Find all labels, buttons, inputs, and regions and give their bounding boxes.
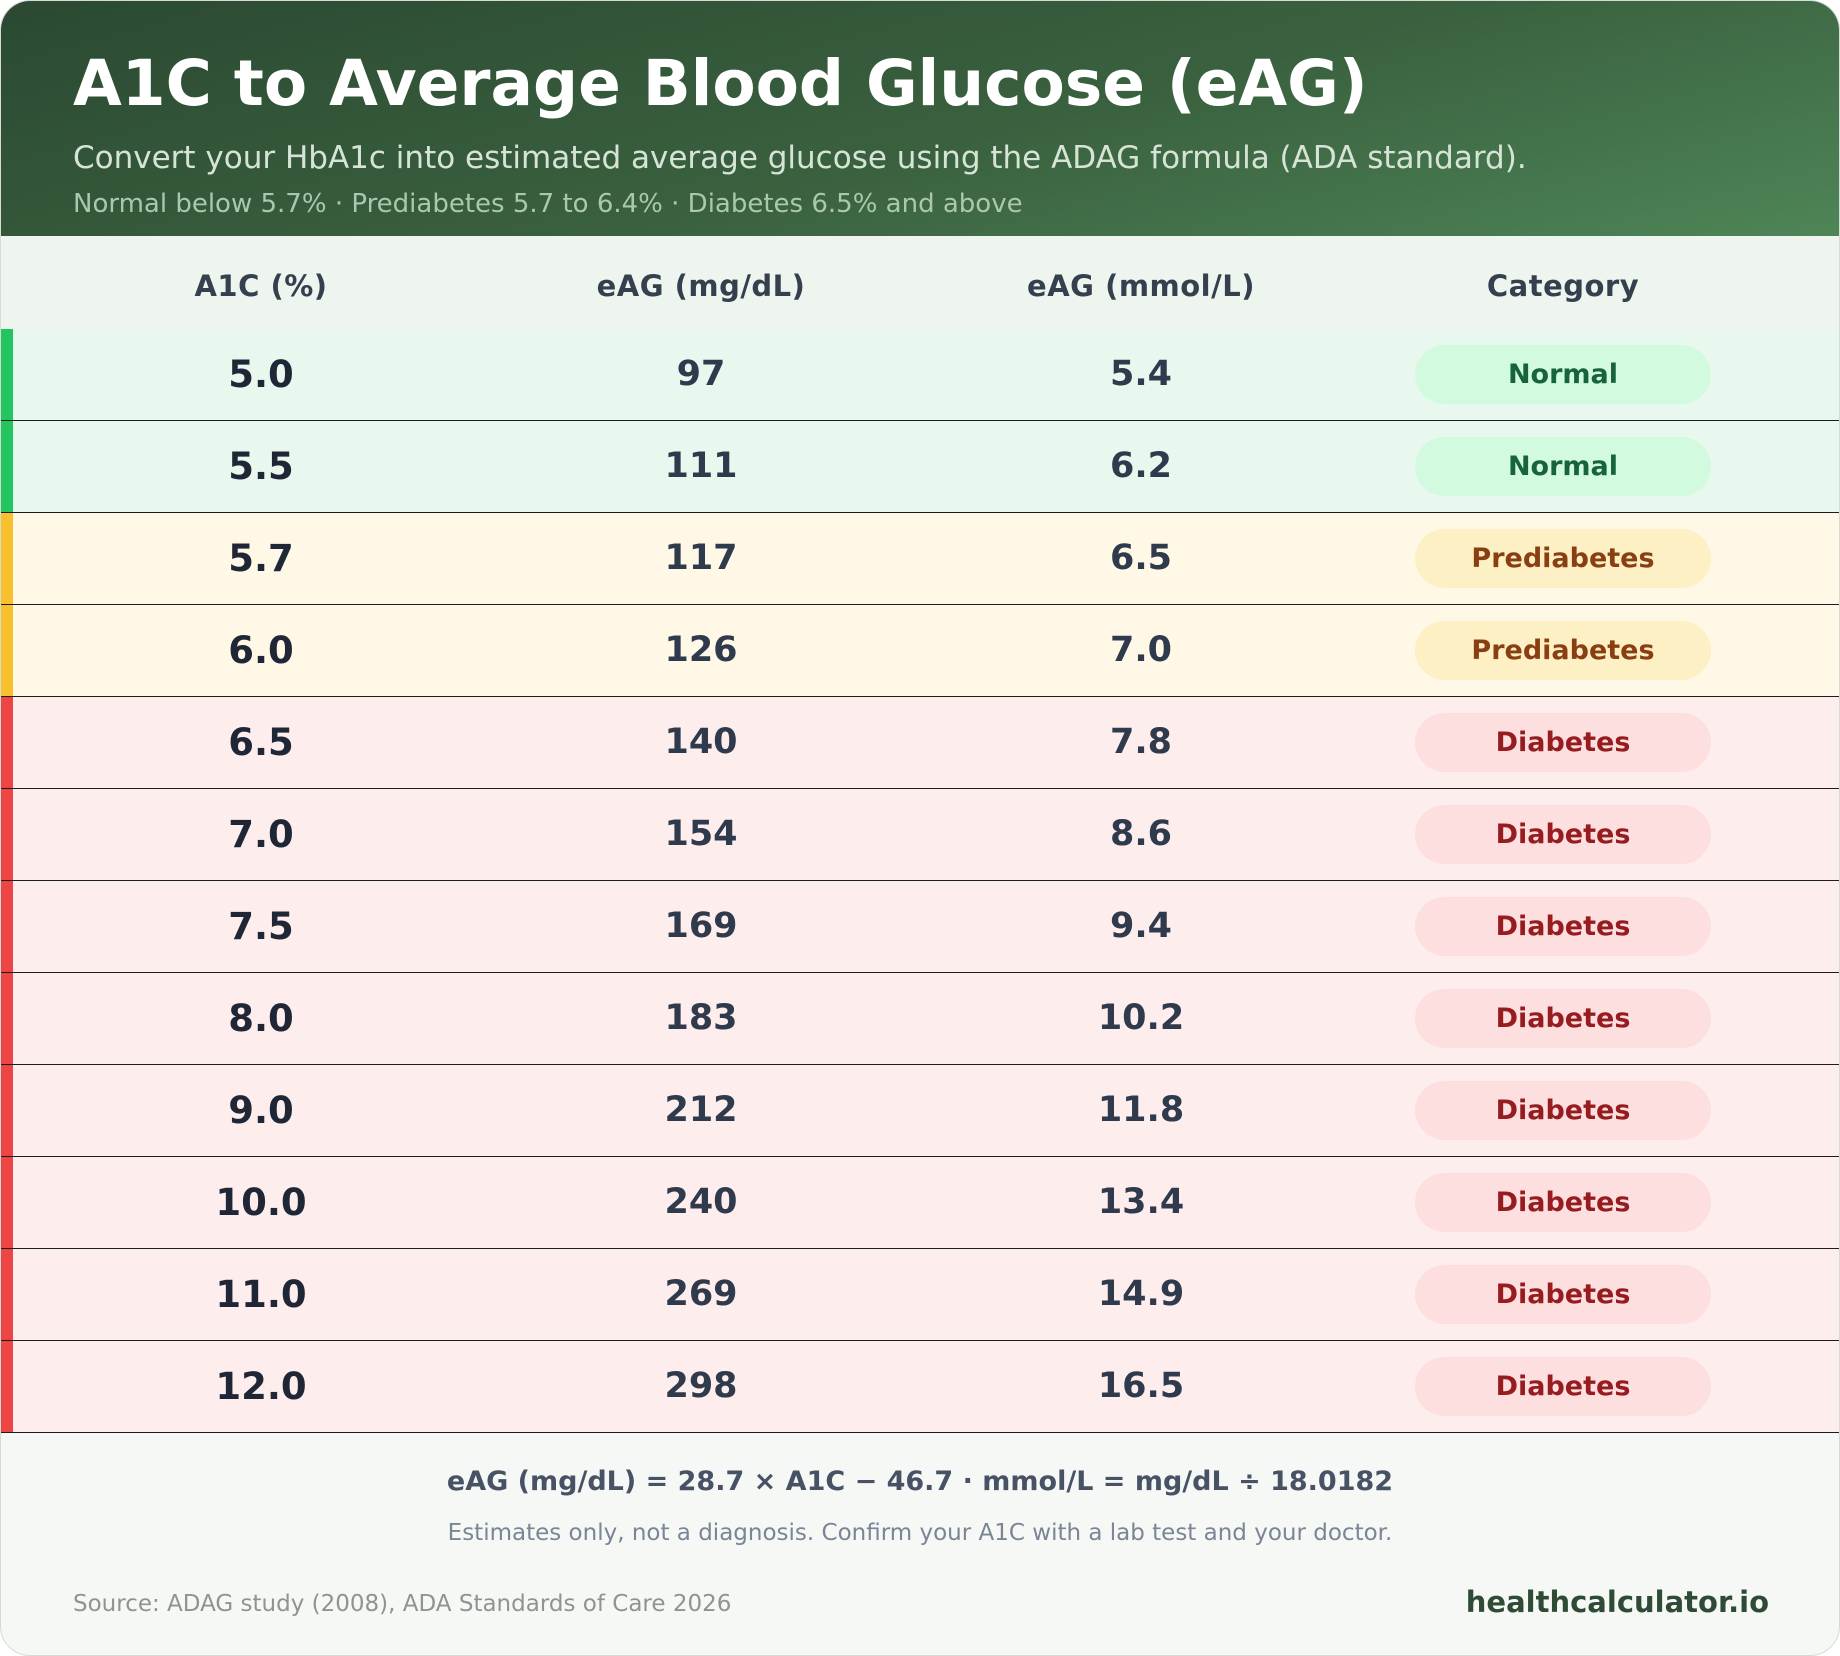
category-badge: Prediabetes bbox=[1415, 621, 1711, 680]
category-stripe bbox=[1, 697, 13, 788]
eag-mmol-value: 11.8 bbox=[1097, 1090, 1185, 1130]
source-citation: Source: ADAG study (2008), ADA Standards… bbox=[73, 1591, 732, 1617]
table-row: 12.0 298 16.5 Diabetes bbox=[1, 1341, 1839, 1433]
eag-mmol-value: 7.0 bbox=[1109, 630, 1173, 670]
category-badge: Diabetes bbox=[1415, 1173, 1711, 1232]
table-row: 10.0 240 13.4 Diabetes bbox=[1, 1157, 1839, 1249]
category-badge: Diabetes bbox=[1415, 1357, 1711, 1416]
table-row: 5.7 117 6.5 Prediabetes bbox=[1, 513, 1839, 605]
category-stripe bbox=[1, 421, 13, 512]
eag-mmol-value: 5.4 bbox=[1109, 354, 1173, 394]
eag-mgdl-value: 240 bbox=[664, 1182, 738, 1222]
column-header-a1c: A1C (%) bbox=[194, 269, 328, 303]
eag-mgdl-value: 126 bbox=[664, 630, 738, 670]
category-badge: Diabetes bbox=[1415, 989, 1711, 1048]
category-badge: Diabetes bbox=[1415, 805, 1711, 864]
column-header-category: Category bbox=[1486, 269, 1640, 303]
category-stripe bbox=[1, 1157, 13, 1248]
eag-mmol-value: 6.5 bbox=[1109, 538, 1173, 578]
header-banner: A1C to Average Blood Glucose (eAG) Conve… bbox=[1, 1, 1839, 236]
category-badge: Diabetes bbox=[1415, 897, 1711, 956]
a1c-value: 5.0 bbox=[228, 353, 294, 396]
page-subtitle: Convert your HbA1c into estimated averag… bbox=[73, 140, 1527, 176]
column-header-eag-mgdl: eAG (mg/dL) bbox=[596, 269, 806, 303]
category-stripe bbox=[1, 605, 13, 696]
a1c-value: 5.7 bbox=[228, 537, 294, 580]
table-row: 7.5 169 9.4 Diabetes bbox=[1, 881, 1839, 973]
table-row: 5.5 111 6.2 Normal bbox=[1, 421, 1839, 513]
table-row: 5.0 97 5.4 Normal bbox=[1, 329, 1839, 421]
eag-mmol-value: 8.6 bbox=[1109, 814, 1173, 854]
eag-mgdl-value: 212 bbox=[664, 1090, 738, 1130]
a1c-value: 10.0 bbox=[215, 1181, 307, 1224]
eag-mgdl-value: 269 bbox=[664, 1274, 738, 1314]
a1c-value: 5.5 bbox=[228, 445, 294, 488]
category-stripe bbox=[1, 881, 13, 972]
table-row: 8.0 183 10.2 Diabetes bbox=[1, 973, 1839, 1065]
eag-mgdl-value: 298 bbox=[664, 1366, 738, 1406]
eag-mgdl-value: 169 bbox=[664, 906, 738, 946]
a1c-value: 6.5 bbox=[228, 721, 294, 764]
eag-mgdl-value: 97 bbox=[676, 354, 726, 394]
category-badge: Diabetes bbox=[1415, 713, 1711, 772]
category-badge: Normal bbox=[1415, 437, 1711, 496]
category-badge: Normal bbox=[1415, 345, 1711, 404]
eag-mmol-value: 9.4 bbox=[1109, 906, 1173, 946]
category-stripe bbox=[1, 1065, 13, 1156]
a1c-value: 9.0 bbox=[228, 1089, 294, 1132]
category-stripe bbox=[1, 1341, 13, 1432]
eag-mgdl-value: 154 bbox=[664, 814, 738, 854]
category-stripe bbox=[1, 513, 13, 604]
category-badge: Prediabetes bbox=[1415, 529, 1711, 588]
category-badge: Diabetes bbox=[1415, 1081, 1711, 1140]
category-stripe bbox=[1, 789, 13, 880]
table-row: 11.0 269 14.9 Diabetes bbox=[1, 1249, 1839, 1341]
a1c-value: 8.0 bbox=[228, 997, 294, 1040]
eag-mmol-value: 7.8 bbox=[1109, 722, 1173, 762]
eag-mmol-value: 6.2 bbox=[1109, 446, 1173, 486]
disclaimer-text: Estimates only, not a diagnosis. Confirm… bbox=[447, 1520, 1393, 1546]
a1c-value: 7.5 bbox=[228, 905, 294, 948]
eag-mgdl-value: 111 bbox=[664, 446, 738, 486]
category-stripe bbox=[1, 329, 13, 420]
a1c-value: 6.0 bbox=[228, 629, 294, 672]
eag-mmol-value: 14.9 bbox=[1097, 1274, 1185, 1314]
eag-mgdl-value: 183 bbox=[664, 998, 738, 1038]
column-header-eag-mmol: eAG (mmol/L) bbox=[1027, 269, 1255, 303]
table-row: 9.0 212 11.8 Diabetes bbox=[1, 1065, 1839, 1157]
category-ranges: Normal below 5.7% · Prediabetes 5.7 to 6… bbox=[73, 189, 1023, 219]
formula-text: eAG (mg/dL) = 28.7 × A1C − 46.7 · mmol/L… bbox=[446, 1466, 1394, 1497]
category-stripe bbox=[1, 973, 13, 1064]
table-row: 6.5 140 7.8 Diabetes bbox=[1, 697, 1839, 789]
category-stripe bbox=[1, 1249, 13, 1340]
a1c-value: 7.0 bbox=[228, 813, 294, 856]
eag-mmol-value: 13.4 bbox=[1097, 1182, 1185, 1222]
eag-mmol-value: 16.5 bbox=[1097, 1366, 1185, 1406]
eag-mgdl-value: 117 bbox=[664, 538, 738, 578]
eag-mmol-value: 10.2 bbox=[1097, 998, 1185, 1038]
table-body: 5.0 97 5.4 Normal 5.5 111 6.2 Normal 5.7 117 6.5 Pr… bbox=[1, 329, 1839, 1433]
category-badge: Diabetes bbox=[1415, 1265, 1711, 1324]
eag-mgdl-value: 140 bbox=[664, 722, 738, 762]
table-row: 6.0 126 7.0 Prediabetes bbox=[1, 605, 1839, 697]
brand-link[interactable]: healthcalculator.io bbox=[1465, 1585, 1769, 1619]
a1c-value: 12.0 bbox=[215, 1365, 307, 1408]
table-row: 7.0 154 8.6 Diabetes bbox=[1, 789, 1839, 881]
table-header: A1C (%) eAG (mg/dL) eAG (mmol/L) Categor… bbox=[1, 236, 1839, 329]
page-title: A1C to Average Blood Glucose (eAG) bbox=[73, 47, 1368, 120]
a1c-value: 11.0 bbox=[215, 1273, 307, 1316]
